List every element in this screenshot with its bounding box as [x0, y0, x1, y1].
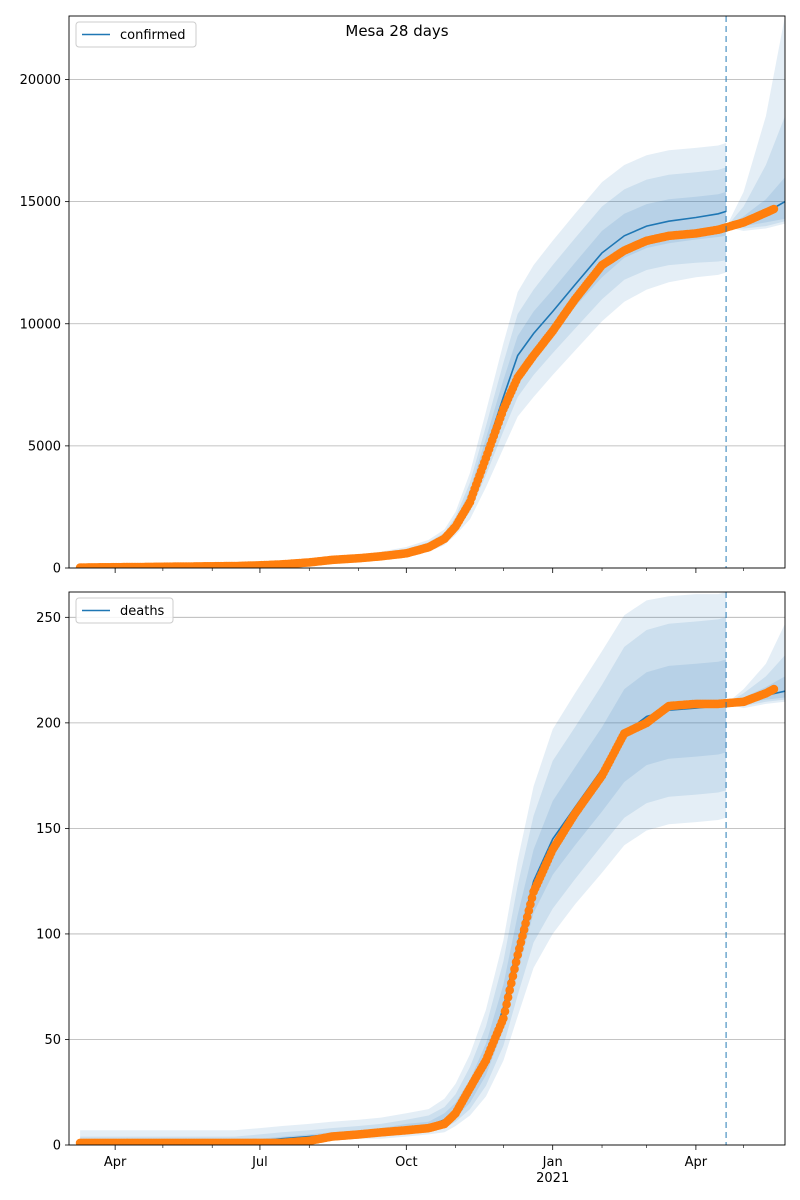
confirmed-panel: 0 5000 10000 15000 20000 confirmed: [20, 15, 786, 577]
legend-label: confirmed: [120, 28, 186, 43]
legend-box: [75, 21, 197, 48]
confidence-band: [80, 143, 727, 568]
observed-point: [507, 978, 516, 988]
axes-frame: [68, 591, 786, 1146]
x-tick-label: Jul: [251, 1155, 268, 1170]
x-tick-label: Apr: [685, 1155, 708, 1170]
y-tick-label: 5000: [28, 439, 61, 454]
x-tick-label: Jan: [542, 1155, 563, 1170]
x-year-label: 2021: [536, 1171, 569, 1186]
forecast-band: [726, 676, 785, 704]
y-tick-label: 20000: [20, 73, 61, 88]
observed-point: [769, 204, 779, 214]
confidence-band: [80, 191, 727, 568]
x-tick-label: Oct: [395, 1155, 417, 1170]
observed-point: [499, 1014, 508, 1023]
y-tick-label: 250: [36, 611, 61, 626]
observed-point: [500, 1007, 510, 1016]
confidence-band: [80, 167, 727, 568]
observed-point: [503, 993, 513, 1002]
legend-label: deaths: [120, 604, 165, 619]
confidence-band: [80, 592, 727, 1145]
legend: confirmed: [75, 21, 197, 48]
observed-point: [510, 964, 519, 974]
forecast-band: [726, 116, 785, 229]
y-tick-label: 150: [36, 822, 61, 837]
y-tick-label: 0: [53, 562, 61, 577]
observed-point: [502, 1000, 511, 1009]
deaths-panel: 0 50 100 150 200 250 Apr Jul Oct Jan Apr 2021 deaths: [36, 591, 786, 1186]
y-tick-label: 15000: [20, 195, 61, 210]
plot-area: [75, 592, 785, 1145]
legend-box: [75, 597, 174, 624]
y-tick-label: 100: [36, 927, 61, 942]
forecast-band: [726, 16, 785, 231]
figure-title: Mesa 28 days: [345, 22, 448, 40]
observed-point: [769, 684, 779, 694]
observed-point: [508, 971, 518, 981]
axes-frame: [68, 15, 786, 569]
plot-area: [75, 16, 785, 568]
observed-point: [511, 957, 521, 967]
y-tick-label: 50: [44, 1033, 61, 1048]
y-tick-label: 200: [36, 716, 61, 731]
observed-point: [505, 985, 514, 995]
y-tick-label: 10000: [20, 317, 61, 332]
confidence-band: [80, 617, 727, 1145]
legend: deaths: [75, 597, 174, 624]
y-tick-label: 0: [53, 1139, 61, 1154]
x-tick-label: Apr: [104, 1155, 127, 1170]
